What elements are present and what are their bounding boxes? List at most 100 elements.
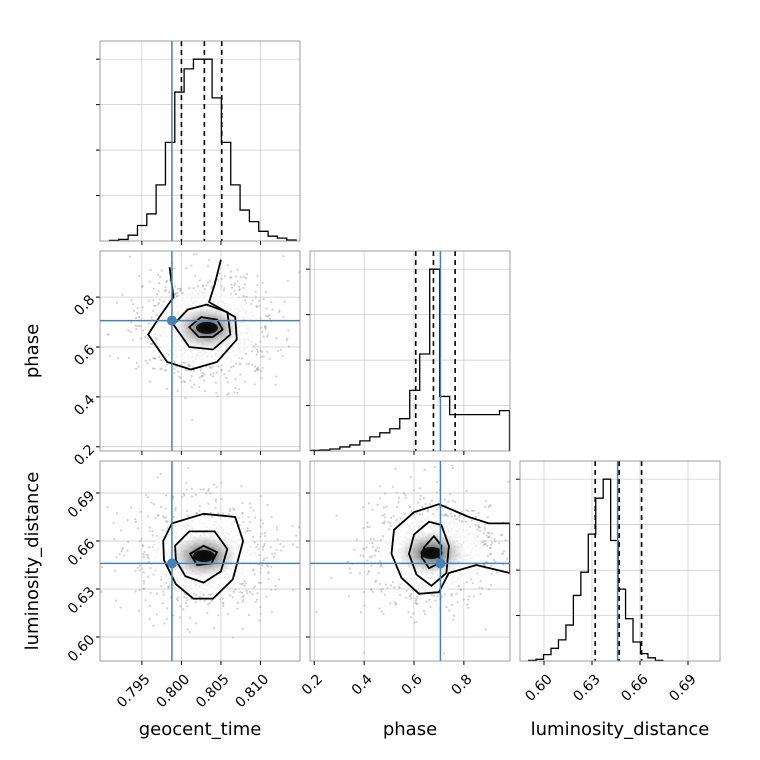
scatter-point bbox=[493, 538, 496, 541]
scatter-point bbox=[368, 555, 372, 559]
scatter-point bbox=[291, 588, 295, 591]
scatter-point bbox=[410, 510, 413, 513]
scatter-point bbox=[134, 324, 137, 327]
scatter-point bbox=[218, 272, 221, 275]
scatter-point bbox=[260, 377, 263, 380]
scatter-point bbox=[146, 337, 150, 340]
scatter-point bbox=[228, 507, 231, 510]
scatter-point bbox=[185, 596, 188, 600]
scatter-point bbox=[243, 380, 246, 383]
scatter-point bbox=[270, 516, 273, 519]
scatter-point bbox=[410, 592, 413, 596]
scatter-point bbox=[189, 379, 192, 382]
scatter-point bbox=[415, 597, 418, 600]
scatter-point bbox=[443, 593, 446, 596]
scatter-point bbox=[138, 324, 141, 327]
scatter-point bbox=[440, 595, 443, 598]
scatter-point bbox=[184, 481, 188, 484]
scatter-point bbox=[266, 333, 270, 336]
scatter-point bbox=[155, 592, 159, 595]
x-tick-label-luminosity_distance: 0.60 bbox=[522, 671, 555, 704]
scatter-point bbox=[127, 329, 130, 332]
scatter-point bbox=[190, 375, 193, 378]
scatter-point bbox=[368, 525, 371, 528]
scatter-point bbox=[123, 554, 126, 557]
scatter-point bbox=[389, 524, 393, 528]
scatter-point bbox=[233, 520, 236, 523]
scatter-point bbox=[254, 290, 257, 293]
scatter-point bbox=[198, 376, 202, 379]
scatter-point bbox=[175, 597, 179, 600]
scatter-point bbox=[488, 553, 491, 556]
scatter-point bbox=[421, 505, 424, 508]
scatter-point bbox=[523, 529, 525, 531]
scatter-point bbox=[260, 564, 264, 567]
scatter-point bbox=[383, 492, 387, 495]
scatter-point bbox=[259, 340, 262, 343]
scatter-point bbox=[141, 544, 144, 547]
scatter-point bbox=[394, 602, 398, 605]
scatter-point bbox=[147, 515, 150, 518]
scatter-point bbox=[202, 593, 205, 596]
scatter-point bbox=[230, 365, 233, 369]
scatter-point bbox=[335, 514, 338, 517]
scatter-point bbox=[252, 345, 256, 348]
scatter-point bbox=[210, 516, 213, 519]
scatter-point bbox=[378, 560, 382, 563]
scatter-point bbox=[512, 504, 514, 506]
scatter-point bbox=[216, 395, 219, 398]
scatter-point bbox=[199, 369, 202, 372]
x-tick-label-phase: 0.8 bbox=[449, 671, 476, 698]
x-tick-label-geocent_time: 0.810 bbox=[233, 671, 273, 711]
scatter-point bbox=[265, 564, 269, 567]
scatter-point bbox=[392, 514, 395, 518]
scatter-point bbox=[427, 509, 430, 512]
scatter-point bbox=[362, 547, 365, 550]
scatter-point bbox=[283, 300, 286, 303]
scatter-point bbox=[244, 582, 247, 585]
scatter-point bbox=[487, 535, 491, 538]
scatter-point bbox=[262, 522, 265, 525]
panel-frame bbox=[99, 40, 301, 242]
scatter-point bbox=[471, 509, 474, 512]
scatter-point bbox=[382, 612, 385, 616]
scatter-point bbox=[128, 255, 132, 258]
scatter-point bbox=[132, 309, 135, 313]
scatter-point bbox=[394, 467, 397, 470]
scatter-point bbox=[470, 578, 473, 581]
scatter-point bbox=[490, 532, 494, 535]
scatter-point bbox=[257, 581, 261, 584]
scatter-point bbox=[505, 557, 509, 560]
scatter-point bbox=[223, 275, 226, 278]
scatter-point bbox=[243, 579, 246, 583]
scatter-point bbox=[409, 476, 412, 479]
scatter-point bbox=[362, 505, 365, 509]
scatter-point bbox=[414, 601, 417, 604]
scatter-point bbox=[366, 559, 369, 562]
scatter-point bbox=[143, 550, 146, 553]
scatter-point bbox=[147, 495, 150, 499]
scatter-point bbox=[179, 289, 182, 292]
scatter-point bbox=[282, 255, 285, 258]
scatter-point bbox=[264, 291, 267, 294]
scatter-point bbox=[447, 500, 450, 503]
scatter-point bbox=[500, 533, 504, 537]
scatter-point bbox=[211, 375, 214, 378]
scatter-point bbox=[233, 284, 236, 287]
scatter-point bbox=[379, 588, 383, 591]
scatter-point bbox=[365, 546, 368, 549]
scatter-point bbox=[372, 538, 375, 541]
scatter-point bbox=[138, 564, 142, 567]
scatter-point bbox=[287, 329, 290, 332]
panel-content bbox=[520, 461, 720, 661]
scatter-point bbox=[242, 295, 245, 298]
scatter-point bbox=[286, 337, 289, 340]
scatter-point bbox=[176, 389, 179, 392]
scatter-point bbox=[174, 292, 177, 295]
scatter-point bbox=[262, 559, 265, 562]
scatter-point bbox=[116, 357, 120, 360]
y-tick-label-luminosity_distance: 0.66 bbox=[65, 536, 98, 569]
scatter-point bbox=[150, 316, 153, 319]
scatter-point bbox=[355, 538, 358, 541]
scatter-point bbox=[135, 361, 138, 365]
